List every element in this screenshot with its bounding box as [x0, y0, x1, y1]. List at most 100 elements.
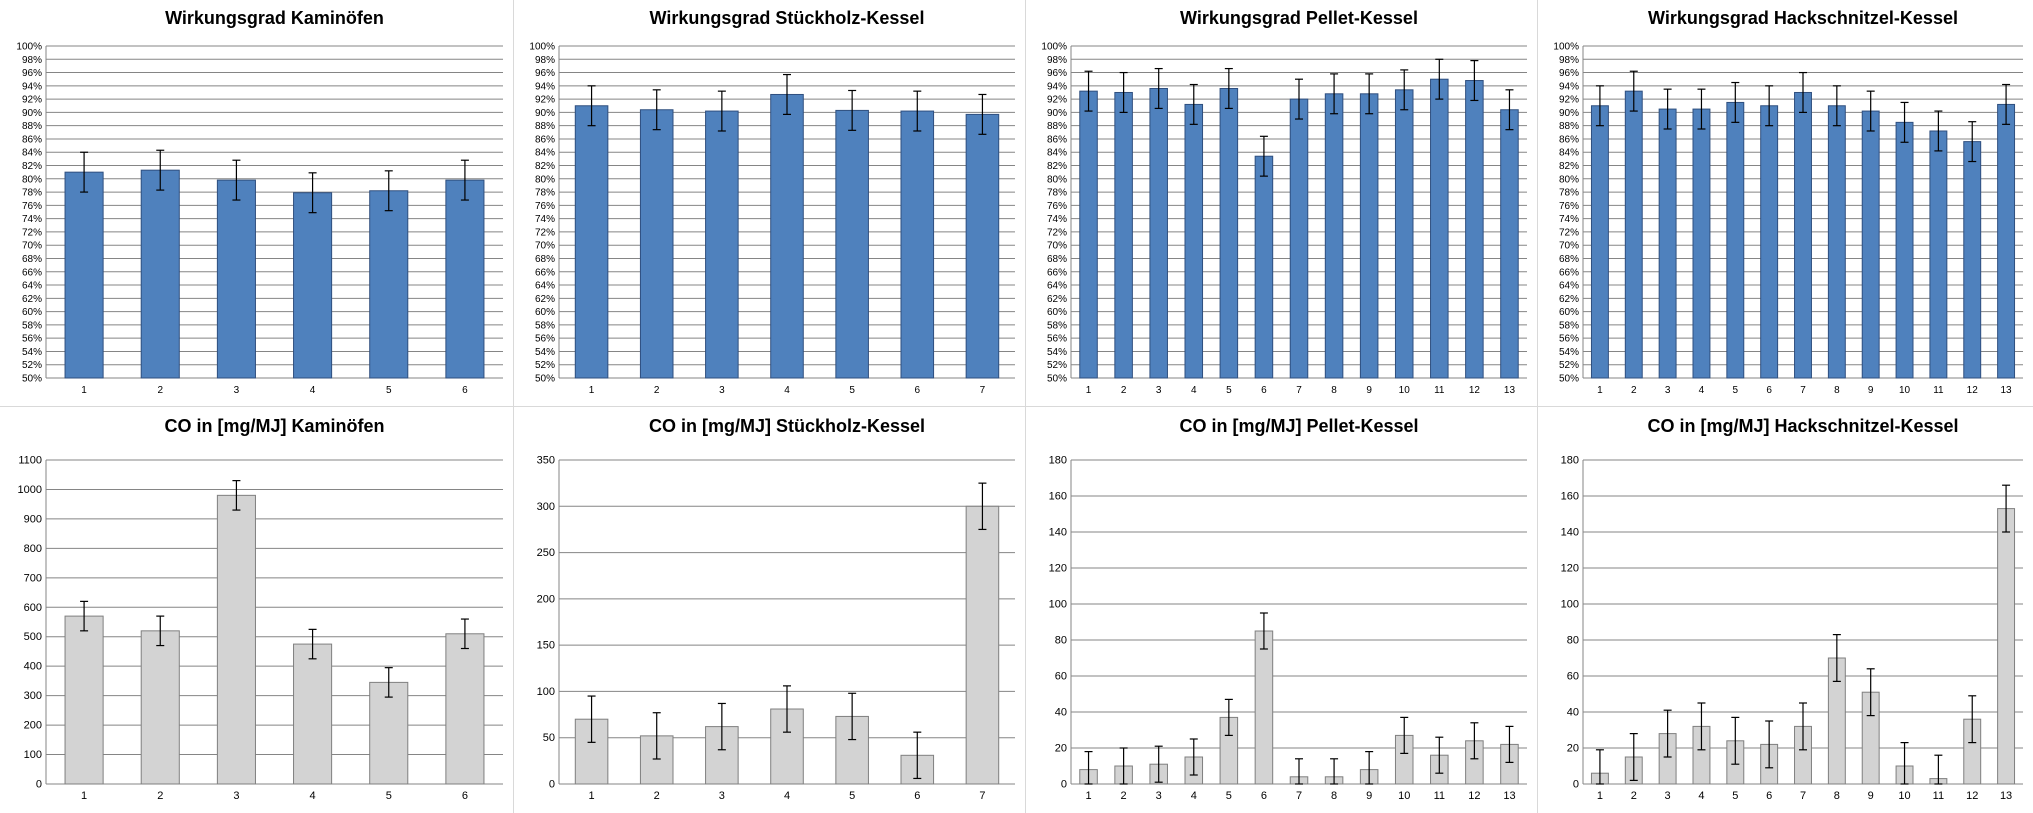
- bar: [1624, 90, 1643, 379]
- y-tick-label: 20: [1055, 743, 1067, 755]
- bar: [1219, 87, 1239, 379]
- y-tick-label: 64%: [1047, 281, 1067, 292]
- y-tick-label: 180: [1561, 455, 1579, 467]
- x-tick-label: 7: [1296, 385, 1302, 396]
- y-tick-label: 86%: [1559, 134, 1579, 145]
- y-tick-label: 56%: [535, 334, 555, 345]
- y-tick-label: 68%: [22, 254, 42, 265]
- bar: [1895, 121, 1914, 379]
- y-tick-label: 80%: [1559, 174, 1579, 185]
- y-tick-label: 84%: [1047, 148, 1067, 159]
- x-tick-label: 4: [1699, 385, 1705, 396]
- bar: [835, 109, 869, 379]
- bar: [1079, 90, 1098, 379]
- bar: [1726, 101, 1745, 379]
- x-tick-label: 11: [1933, 385, 1944, 396]
- y-tick-label: 88%: [1047, 121, 1067, 132]
- chart-svg-8: CO in [mg/MJ] Hackschnitzel-Kessel 0 20 40 6…: [1561, 416, 2023, 802]
- x-tick-label: 1: [1597, 790, 1603, 802]
- bar: [1827, 105, 1846, 379]
- x-tick-label: 6: [914, 790, 920, 802]
- bar: [445, 179, 485, 379]
- y-tick-label: 90%: [1559, 108, 1579, 119]
- y-tick-label: 82%: [22, 161, 42, 172]
- bar: [1794, 91, 1812, 379]
- y-tick-label: 68%: [1047, 254, 1067, 265]
- chart-svg-1: Wirkungsgrad Kaminöfen 50% 52% 54% 56% 58% 60%…: [16, 8, 503, 396]
- x-tick-label: 1: [81, 790, 87, 802]
- y-tick-label: 72%: [1559, 227, 1579, 238]
- y-tick-label: 60: [1567, 671, 1579, 683]
- bar: [293, 643, 333, 785]
- bar: [1359, 93, 1379, 379]
- y-tick-label: 76%: [535, 201, 555, 212]
- y-tick-label: 62%: [535, 294, 555, 305]
- x-tick-label: 6: [462, 790, 468, 802]
- chart-svg-6: CO in [mg/MJ] Stückholz-Kessel 0 50 100 150 2…: [537, 416, 1015, 802]
- y-tick-label: 700: [24, 572, 42, 584]
- x-tick-label: 3: [1665, 790, 1671, 802]
- x-tick-label: 6: [1261, 385, 1267, 396]
- y-tick-label: 160: [1049, 491, 1067, 503]
- y-tick-label: 56%: [1559, 334, 1579, 345]
- y-tick-label: 900: [24, 513, 42, 525]
- bar: [216, 179, 256, 379]
- x-tick-label: 10: [1399, 385, 1411, 396]
- bar: [1692, 108, 1711, 379]
- x-tick-label: 9: [1868, 790, 1874, 802]
- y-tick-label: 80: [1567, 635, 1579, 647]
- chart-title: Wirkungsgrad Stückholz-Kessel: [650, 8, 925, 28]
- y-tick-label: 66%: [1047, 267, 1067, 278]
- y-tick-label: 92%: [535, 95, 555, 106]
- y-tick-label: 50: [543, 732, 555, 744]
- y-tick-label: 160: [1561, 491, 1579, 503]
- bar: [1465, 80, 1484, 379]
- y-tick-label: 300: [24, 690, 42, 702]
- x-tick-label: 8: [1834, 385, 1840, 396]
- y-tick-label: 72%: [535, 227, 555, 238]
- y-tick-label: 86%: [22, 134, 42, 145]
- y-tick-label: 52%: [535, 360, 555, 371]
- x-tick-label: 5: [386, 790, 392, 802]
- bar: [1324, 93, 1344, 379]
- y-tick-label: 50%: [1047, 374, 1067, 385]
- y-tick-label: 76%: [1047, 201, 1067, 212]
- x-tick-label: 3: [1156, 385, 1162, 396]
- x-tick-label: 1: [589, 385, 595, 396]
- bar: [1184, 103, 1204, 379]
- x-tick-label: 2: [1121, 790, 1127, 802]
- y-tick-label: 180: [1049, 455, 1067, 467]
- y-tick-label: 74%: [535, 214, 555, 225]
- chart-title: CO in [mg/MJ] Pellet-Kessel: [1179, 416, 1418, 436]
- x-tick-label: 12: [1967, 385, 1979, 396]
- x-tick-label: 5: [849, 385, 855, 396]
- y-tick-label: 0: [36, 779, 42, 791]
- x-tick-label: 7: [979, 790, 985, 802]
- y-tick-label: 64%: [22, 281, 42, 292]
- y-tick-label: 86%: [1047, 134, 1067, 145]
- x-tick-label: 6: [1766, 385, 1772, 396]
- x-tick-label: 7: [1296, 790, 1302, 802]
- bar: [1430, 78, 1449, 379]
- y-tick-label: 54%: [1047, 347, 1067, 358]
- x-tick-label: 13: [1504, 385, 1516, 396]
- bar: [574, 105, 609, 379]
- y-tick-label: 84%: [1559, 148, 1579, 159]
- x-tick-label: 8: [1834, 790, 1840, 802]
- x-tick-label: 13: [2000, 790, 2012, 802]
- y-tick-label: 70%: [22, 241, 42, 252]
- y-tick-label: 84%: [535, 148, 555, 159]
- y-tick-label: 90%: [22, 108, 42, 119]
- y-tick-label: 78%: [1559, 188, 1579, 199]
- y-tick-label: 62%: [1559, 294, 1579, 305]
- bar: [293, 192, 333, 379]
- x-tick-label: 5: [849, 790, 855, 802]
- y-tick-label: 54%: [535, 347, 555, 358]
- y-tick-label: 400: [24, 661, 42, 673]
- y-tick-label: 300: [537, 501, 555, 513]
- y-tick-label: 140: [1561, 527, 1579, 539]
- x-tick-label: 2: [157, 385, 163, 396]
- x-tick-label: 10: [1398, 790, 1410, 802]
- y-tick-label: 80: [1055, 635, 1067, 647]
